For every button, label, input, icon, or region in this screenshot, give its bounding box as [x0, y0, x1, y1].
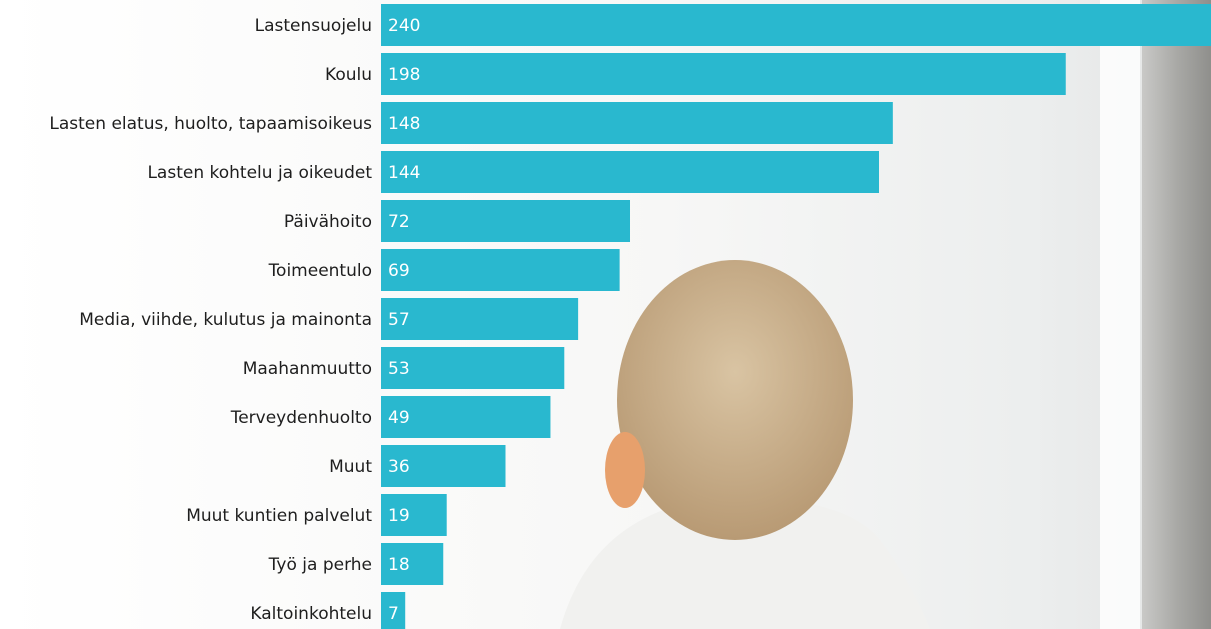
value-label: 19 — [388, 506, 410, 526]
window-light — [1100, 0, 1140, 629]
value-label: 69 — [388, 261, 410, 281]
category-label: Koulu — [325, 65, 372, 85]
value-label: 18 — [388, 555, 410, 575]
page: Lastensuojelu 240 Koulu 198 Lasten elatus, h… — [0, 0, 1211, 629]
category-label: Kaltoinkohtelu — [250, 604, 372, 624]
category-label: Muut — [329, 457, 372, 477]
bar — [381, 4, 1211, 46]
category-label: Media, viihde, kulutus ja mainonta — [79, 310, 372, 330]
value-label: 72 — [388, 212, 410, 232]
category-label: Työ ja perhe — [268, 555, 372, 575]
category-label: Lastensuojelu — [255, 16, 372, 36]
value-label: 57 — [388, 310, 410, 330]
category-label: Maahanmuutto — [243, 359, 372, 379]
category-label: Lasten kohtelu ja oikeudet — [147, 163, 372, 183]
bar — [381, 200, 630, 242]
value-label: 53 — [388, 359, 410, 379]
value-label: 144 — [388, 163, 420, 183]
value-label: 148 — [388, 114, 420, 134]
value-label: 36 — [388, 457, 410, 477]
bar — [381, 53, 1066, 95]
category-label: Lasten elatus, huolto, tapaamisoikeus — [49, 114, 372, 134]
value-label: 198 — [388, 65, 420, 85]
curtain — [1142, 0, 1211, 629]
child-head — [617, 260, 853, 540]
child-ear — [605, 432, 645, 508]
bar — [381, 151, 879, 193]
category-label: Muut kuntien palvelut — [186, 506, 372, 526]
value-label: 240 — [388, 16, 420, 36]
category-label: Päivähoito — [284, 212, 372, 232]
bar — [381, 249, 620, 291]
bar — [381, 298, 578, 340]
chart: Lastensuojelu 240 Koulu 198 Lasten elatus, h… — [0, 0, 1211, 629]
bar — [381, 102, 893, 144]
value-label: 7 — [388, 604, 399, 624]
value-label: 49 — [388, 408, 410, 428]
category-label: Terveydenhuolto — [230, 408, 372, 428]
category-label: Toimeentulo — [268, 261, 372, 281]
